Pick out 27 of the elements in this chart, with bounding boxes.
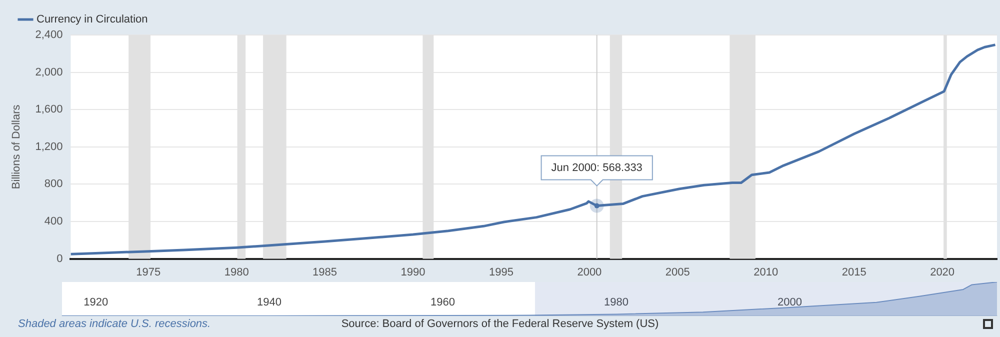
text: Shaded areas indicate U.S. recessions. <box>18 318 211 330</box>
x-tick-label: 1960 <box>430 296 456 309</box>
x-tick-label: 2015 <box>842 266 866 278</box>
x-tick-label: 1995 <box>488 266 514 278</box>
x-tick-label: 1980 <box>604 296 628 309</box>
x-tick-label: 1920 <box>84 296 108 309</box>
y-tick-label: 1,200 <box>35 140 63 153</box>
x-tick-label: 2005 <box>665 266 690 278</box>
x-tick-label: 1975 <box>136 266 161 278</box>
y-tick-label: 2,000 <box>35 66 63 78</box>
legend-label: Currency in Circulation <box>36 14 148 26</box>
y-tick-label: 400 <box>44 216 63 228</box>
y-tick-label: 2,400 <box>35 29 63 42</box>
y-tick-label: 0 <box>56 252 63 265</box>
y-tick-label: 800 <box>44 178 63 190</box>
x-tick-label: 2010 <box>754 266 778 278</box>
annotation: Jun 2000: 568.333 <box>551 162 642 174</box>
source-note: Source: Board of Governors of the Federal Reserve System (US) <box>341 318 659 330</box>
x-tick-label: 1990 <box>400 266 426 278</box>
x-tick-label: 1985 <box>312 266 338 278</box>
x-tick-label: 2000 <box>777 296 802 309</box>
x-tick-label: 1940 <box>257 296 282 309</box>
x-tick-label: 1980 <box>224 266 249 278</box>
x-tick-label: 2020 <box>930 266 955 278</box>
x-tick-label: 2000 <box>577 266 602 278</box>
y-tick-label: 1,600 <box>35 104 63 116</box>
y-axis-title: Billions of Dollars <box>10 104 23 190</box>
